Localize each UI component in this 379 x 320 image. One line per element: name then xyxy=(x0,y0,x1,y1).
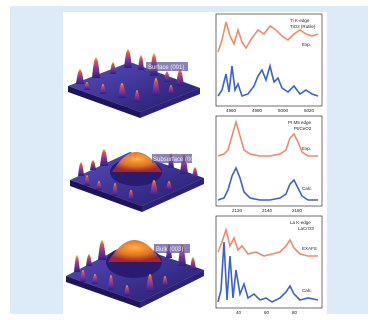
spectrum-1-edge: Ti K-edge xyxy=(290,18,310,23)
spectrum-2-experiment xyxy=(217,119,318,157)
surface-plot-1: Surface (001) xyxy=(68,49,200,118)
spectrum-1-tick-3: 5000 xyxy=(278,108,289,113)
spectrum-1-sample: TiO2 (Rutile) xyxy=(290,24,316,29)
spectrum-1-tick-1: 4960 xyxy=(226,108,237,113)
spectrum-3-experiment xyxy=(217,227,318,257)
spectrum-panel-2: Pt M5 edge Pt/CeO2 Exp. Calc. 2120 2140 … xyxy=(215,115,323,213)
spectrum-3-sample: LaCrO3 xyxy=(298,226,314,231)
spectrum-2-calculated xyxy=(217,166,318,201)
spectrum-3-calculated xyxy=(217,241,319,303)
spectrum-3-tick-1: 40 xyxy=(236,310,242,315)
spectrum-2-exp: Exp. xyxy=(302,146,311,151)
spectrum-2-sample: Pt/CeO2 xyxy=(294,126,312,131)
spectrum-1-exp: Exp. xyxy=(302,42,311,47)
spectrum-3-tick-2: 60 xyxy=(264,310,270,315)
spectrum-3-calc: Calc. xyxy=(302,288,312,293)
surface-plot-3: Bulk (003) xyxy=(66,240,204,308)
spectrum-1-calculated xyxy=(217,62,319,98)
spectrum-1-tick-2: 4980 xyxy=(252,108,263,113)
surface-label-3: Bulk (003) xyxy=(156,247,183,253)
spectrum-3-tick-3: 80 xyxy=(292,310,298,315)
spectrum-2-tick-1: 2120 xyxy=(232,208,243,213)
surface-plot-2: Subsurface (002) xyxy=(70,149,204,212)
spectrum-panel-3: La K-edge LaCrO3 EXAFS Calc. 40 60 80 xyxy=(215,215,323,315)
spectrum-1-tick-4: 5020 xyxy=(304,108,315,113)
spectrum-2-calc: Calc. xyxy=(302,186,312,191)
spectrum-2-tick-3: 2160 xyxy=(292,208,303,213)
spectrum-2-tick-2: 2140 xyxy=(262,208,273,213)
spectrum-3-edge: La K-edge xyxy=(290,220,311,225)
spectrum-2-edge: Pt M5 edge xyxy=(288,120,312,125)
spectrum-panel-1: Ti K-edge TiO2 (Rutile) Exp. 4960 4980 5… xyxy=(215,13,323,113)
surface-label-1: Surface (001) xyxy=(148,65,184,71)
spectrum-1-experiment xyxy=(217,21,319,53)
surface-label-2: Subsurface (002) xyxy=(153,157,199,163)
spectrum-3-exp: EXAFS xyxy=(302,246,317,251)
